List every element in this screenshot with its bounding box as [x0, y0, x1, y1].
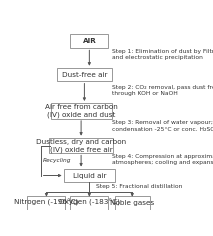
- Text: Nitrogen (-196°C): Nitrogen (-196°C): [14, 199, 79, 206]
- FancyBboxPatch shape: [50, 103, 112, 119]
- Text: AIR: AIR: [82, 38, 96, 44]
- Text: Step 1: Elimination of dust by Filtration
and electrostatic precipitation: Step 1: Elimination of dust by Filtratio…: [112, 49, 213, 60]
- Text: Step 4: Compression at approximately 200
atmospheres; cooling and expansion of a: Step 4: Compression at approximately 200…: [112, 154, 213, 165]
- FancyBboxPatch shape: [27, 196, 65, 210]
- Text: Dustless, dry and carbon
(IV) oxide free air: Dustless, dry and carbon (IV) oxide free…: [36, 139, 126, 152]
- Text: Noble gases: Noble gases: [110, 200, 154, 206]
- Text: Step 2: CO₂ removal, pass dust free air
through KOH or NaOH: Step 2: CO₂ removal, pass dust free air …: [112, 84, 213, 96]
- FancyBboxPatch shape: [64, 169, 115, 182]
- FancyBboxPatch shape: [57, 68, 112, 81]
- Text: Liquid air: Liquid air: [73, 173, 106, 178]
- FancyBboxPatch shape: [49, 138, 113, 153]
- Text: Step 3: Removal of water vapour; through
condensation -25°C or conc. H₂SO₄: Step 3: Removal of water vapour; through…: [112, 121, 213, 132]
- FancyBboxPatch shape: [70, 196, 108, 210]
- FancyBboxPatch shape: [115, 196, 150, 210]
- Text: Dust-free air: Dust-free air: [62, 72, 107, 78]
- FancyBboxPatch shape: [70, 34, 108, 48]
- Text: Recycling: Recycling: [43, 158, 72, 163]
- Text: Air free from carbon
(IV) oxide and dust: Air free from carbon (IV) oxide and dust: [45, 104, 118, 118]
- Text: Oxygen (-183°C): Oxygen (-183°C): [59, 199, 120, 206]
- Text: Step 5: Fractional distillation: Step 5: Fractional distillation: [96, 184, 182, 189]
